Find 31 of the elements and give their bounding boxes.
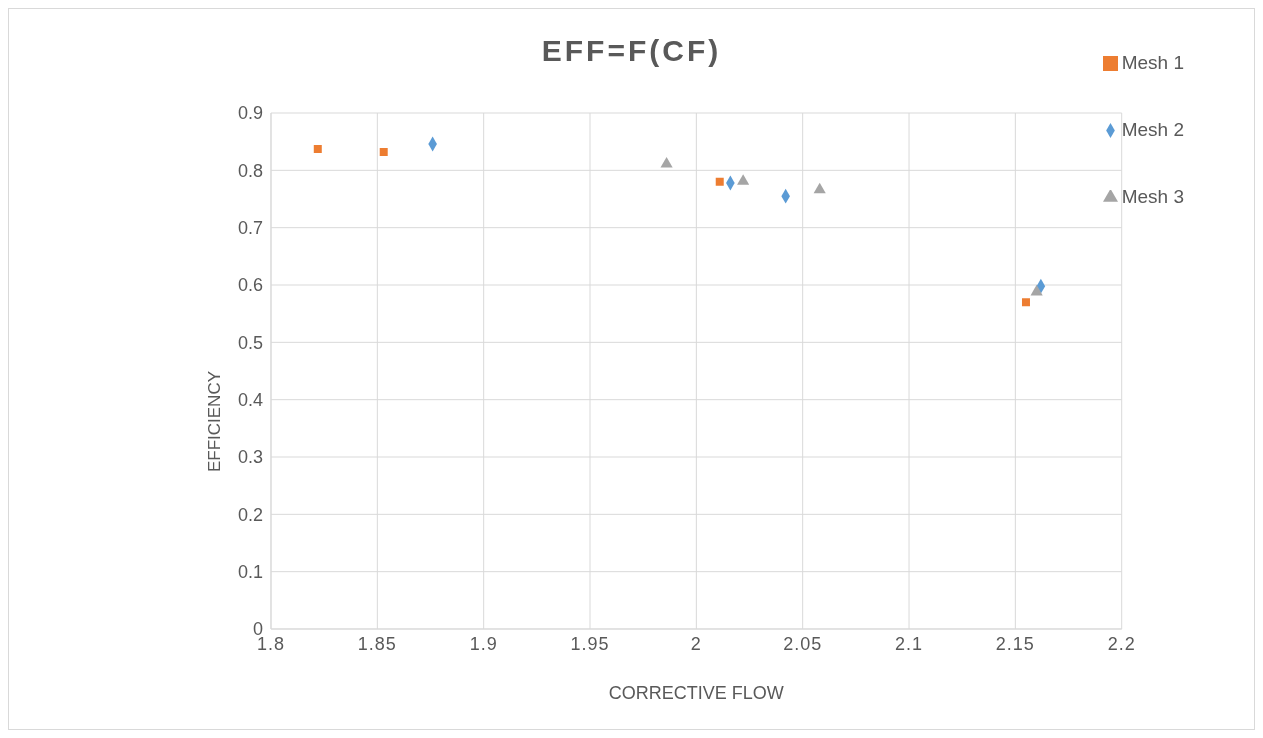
x-tick-label: 1.85 bbox=[357, 633, 397, 654]
x-tick-label: 2.2 bbox=[1107, 633, 1136, 654]
x-tick-label: 1.9 bbox=[469, 633, 498, 654]
y-tick-label: 0.6 bbox=[237, 275, 263, 296]
point bbox=[737, 174, 750, 185]
y-tick-label: 0.8 bbox=[237, 160, 263, 181]
x-tick-label: 2 bbox=[690, 633, 702, 654]
legend-label: Mesh 2 bbox=[1121, 119, 1184, 140]
point bbox=[313, 145, 322, 154]
x-axis-title: CORRECTIVE FLOW bbox=[608, 683, 784, 703]
y-tick-label: 0.1 bbox=[237, 562, 263, 583]
y-tick-label: 0.5 bbox=[237, 332, 263, 353]
y-tick-label: 0.4 bbox=[237, 390, 263, 411]
x-tick-label: 2.15 bbox=[995, 633, 1035, 654]
y-axis-title: EFFICIENCY bbox=[205, 371, 225, 473]
point bbox=[715, 177, 724, 186]
y-tick-label: 0.9 bbox=[237, 103, 263, 124]
x-tick-label: 2.1 bbox=[895, 633, 924, 654]
legend-label: Mesh 3 bbox=[1121, 186, 1184, 207]
point bbox=[813, 182, 826, 194]
point bbox=[660, 157, 673, 168]
point bbox=[1030, 284, 1043, 296]
chart-title: EFF=F(CF) bbox=[541, 34, 722, 67]
point bbox=[379, 147, 388, 156]
y-tick-label: 0.7 bbox=[237, 218, 263, 239]
y-tick-label: 0.3 bbox=[237, 447, 263, 468]
x-tick-label: 1.95 bbox=[570, 633, 610, 654]
y-tick-label: 0.2 bbox=[237, 504, 263, 525]
legend-label: Mesh 1 bbox=[1121, 52, 1184, 73]
point bbox=[1021, 298, 1030, 307]
x-tick-label: 2.05 bbox=[783, 633, 823, 654]
